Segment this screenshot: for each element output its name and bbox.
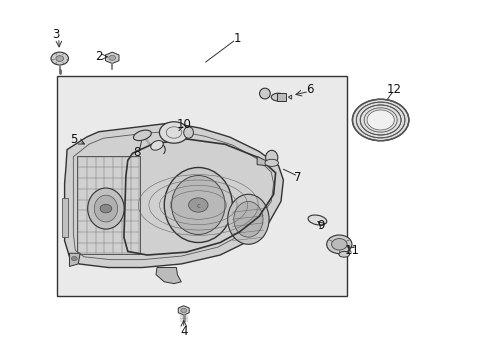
Text: 11: 11 — [344, 244, 359, 257]
Circle shape — [331, 239, 346, 250]
Bar — [77, 156, 140, 254]
Bar — [57, 76, 346, 296]
Polygon shape — [178, 306, 189, 315]
Circle shape — [109, 55, 116, 60]
Ellipse shape — [87, 188, 124, 229]
Polygon shape — [69, 253, 80, 266]
Ellipse shape — [94, 195, 117, 222]
Ellipse shape — [164, 167, 232, 243]
Circle shape — [352, 99, 408, 141]
Ellipse shape — [338, 251, 349, 257]
Bar — [277, 93, 285, 101]
Ellipse shape — [264, 159, 278, 166]
Text: 9: 9 — [316, 219, 324, 232]
Circle shape — [56, 56, 63, 62]
Text: 12: 12 — [386, 84, 401, 96]
Ellipse shape — [227, 194, 268, 244]
Ellipse shape — [307, 215, 326, 225]
Ellipse shape — [150, 140, 163, 150]
Text: 5: 5 — [69, 134, 77, 147]
Ellipse shape — [233, 202, 263, 237]
Circle shape — [159, 122, 188, 143]
Text: 2: 2 — [95, 50, 102, 63]
Text: c: c — [196, 203, 200, 209]
Ellipse shape — [183, 127, 193, 138]
Ellipse shape — [271, 93, 285, 101]
Ellipse shape — [171, 176, 224, 234]
Polygon shape — [64, 123, 283, 267]
Text: 4: 4 — [180, 325, 187, 338]
Ellipse shape — [133, 130, 151, 141]
Circle shape — [71, 256, 77, 261]
Text: 7: 7 — [294, 171, 301, 184]
Polygon shape — [257, 157, 266, 166]
Circle shape — [181, 308, 186, 312]
Text: 8: 8 — [133, 147, 140, 159]
Polygon shape — [156, 267, 181, 284]
Polygon shape — [105, 52, 119, 64]
Circle shape — [188, 198, 207, 212]
Bar — [61, 198, 68, 237]
Text: 10: 10 — [176, 118, 191, 131]
Circle shape — [51, 52, 68, 65]
Circle shape — [100, 204, 112, 213]
Text: 6: 6 — [306, 83, 313, 96]
Ellipse shape — [259, 88, 270, 99]
Polygon shape — [287, 95, 291, 99]
Circle shape — [326, 235, 351, 253]
Ellipse shape — [265, 150, 277, 165]
Text: 3: 3 — [53, 28, 60, 41]
Circle shape — [366, 110, 393, 130]
Text: 1: 1 — [233, 32, 241, 45]
